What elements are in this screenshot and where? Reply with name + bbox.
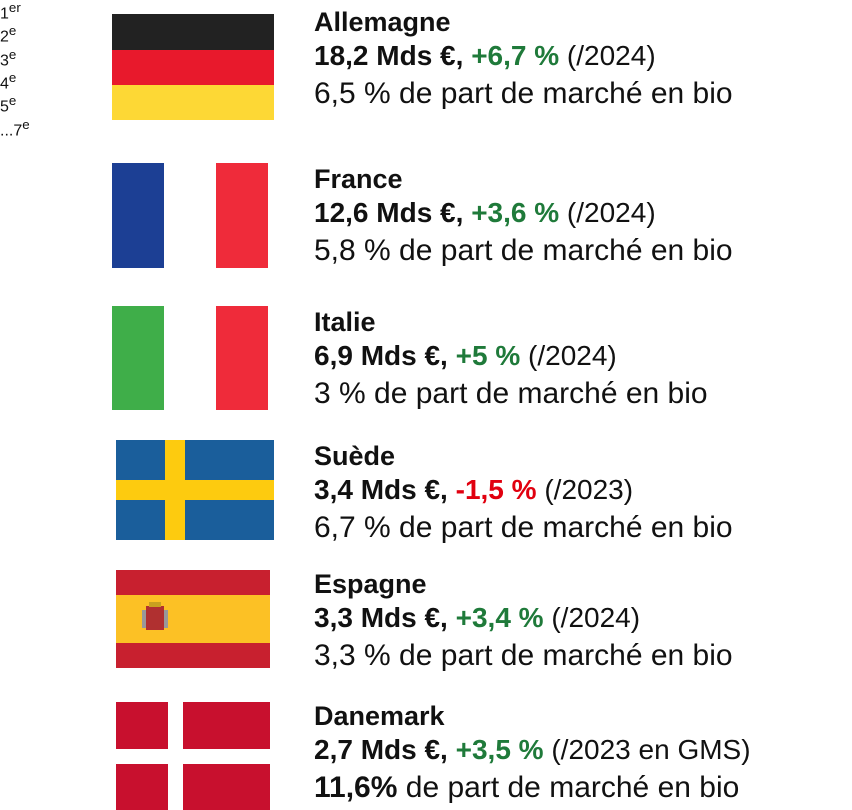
change: +5 % xyxy=(455,340,521,371)
change: -1,5 % xyxy=(455,474,537,505)
rank-number: 3 xyxy=(0,51,9,69)
flag xyxy=(116,440,274,540)
share: 6,5 % de part de marché en bio xyxy=(314,77,733,110)
reference: (/2024) xyxy=(528,340,617,371)
reference: (/2024) xyxy=(566,40,656,71)
change: +3,6 % xyxy=(471,197,560,228)
amount: 3,3 Mds €, xyxy=(314,602,448,633)
country-block: Danemark 2,7 Mds €, +3,5 % (/2023 en GMS)… xyxy=(314,700,751,808)
country-block: Italie 6,9 Mds €, +5 % (/2024) 3 % de part… xyxy=(314,306,708,414)
reference: (/2024) xyxy=(551,602,641,633)
amount: 12,6 Mds €, xyxy=(314,197,464,228)
share: 5,8 % de part de marché en bio xyxy=(314,234,733,267)
share-line: 6,5 % de part de marché en bio xyxy=(314,74,733,114)
amount: 6,9 Mds €, xyxy=(314,340,448,371)
share-line: 11,6% de part de marché en bio xyxy=(314,768,751,808)
value-line: 3,3 Mds €, +3,4 % (/2024) xyxy=(314,600,733,636)
value-line: 2,7 Mds €, +3,5 % (/2023 en GMS) xyxy=(314,732,751,768)
rank-number: 5 xyxy=(0,98,9,116)
change: +3,4 % xyxy=(455,602,544,633)
share-line: 5,8 % de part de marché en bio xyxy=(314,231,733,271)
share-line: 6,7 % de part de marché en bio xyxy=(314,508,733,548)
flag xyxy=(112,306,268,410)
flag xyxy=(112,14,274,120)
amount: 3,4 Mds €, xyxy=(314,474,448,505)
rank: 3e xyxy=(0,47,852,70)
share: 3,3 % de part de marché en bio xyxy=(314,639,733,672)
value-line: 12,6 Mds €, +3,6 % (/2024) xyxy=(314,195,733,231)
country: Suède xyxy=(314,441,396,471)
country: Allemagne xyxy=(314,7,451,37)
country: Danemark xyxy=(314,701,445,731)
flag xyxy=(112,163,268,268)
rank-number: 1 xyxy=(0,5,9,23)
reference: (/2023) xyxy=(544,474,634,505)
rank: 4e xyxy=(0,70,852,93)
flag xyxy=(116,702,270,810)
country-block: Espagne 3,3 Mds €, +3,4 % (/2024) 3,3 % de… xyxy=(314,568,733,676)
rank: 2e xyxy=(0,23,852,46)
share-line: 3,3 % de part de marché en bio xyxy=(314,636,733,676)
value-line: 18,2 Mds €, +6,7 % (/2024) xyxy=(314,38,733,74)
rank-suffix: e xyxy=(8,93,17,109)
rank-number: 4 xyxy=(0,75,9,93)
reference: (/2024) xyxy=(566,197,656,228)
country-block: Allemagne 18,2 Mds €, +6,7 % (/2024) 6,5 %… xyxy=(314,6,733,114)
amount: 2,7 Mds €, xyxy=(314,734,448,765)
rank-suffix: e xyxy=(8,69,17,85)
amount: 18,2 Mds €, xyxy=(314,40,464,71)
share-line: 3 % de part de marché en bio xyxy=(314,374,708,414)
share-value: 11,6% xyxy=(314,771,398,804)
rank: 5e xyxy=(0,93,852,116)
rank-number: 2 xyxy=(0,28,9,46)
rank: 1er xyxy=(0,0,852,23)
share: 3 % de part de marché en bio xyxy=(314,377,708,410)
rank-number: ...7 xyxy=(0,121,23,139)
country-block: Suède 3,4 Mds €, -1,5 % (/2023) 6,7 % de p… xyxy=(314,440,733,548)
rank-suffix: er xyxy=(8,0,21,15)
rank-suffix: e xyxy=(8,46,17,62)
change: +3,5 % xyxy=(455,734,544,765)
rank: ...7e xyxy=(0,117,852,140)
rank-suffix: e xyxy=(22,116,30,132)
flag xyxy=(116,570,270,668)
change: +6,7 % xyxy=(471,40,560,71)
country-block: France 12,6 Mds €, +3,6 % (/2024) 5,8 % de… xyxy=(314,163,733,271)
country: France xyxy=(314,164,403,194)
share-text: de part de marché en bio xyxy=(405,771,740,804)
reference: (/2023 en GMS) xyxy=(551,734,751,765)
share: 6,7 % de part de marché en bio xyxy=(314,511,733,544)
country: Espagne xyxy=(314,569,427,599)
value-line: 3,4 Mds €, -1,5 % (/2023) xyxy=(314,472,733,508)
country: Italie xyxy=(314,307,376,337)
value-line: 6,9 Mds €, +5 % (/2024) xyxy=(314,338,708,374)
rank-suffix: e xyxy=(8,23,17,39)
